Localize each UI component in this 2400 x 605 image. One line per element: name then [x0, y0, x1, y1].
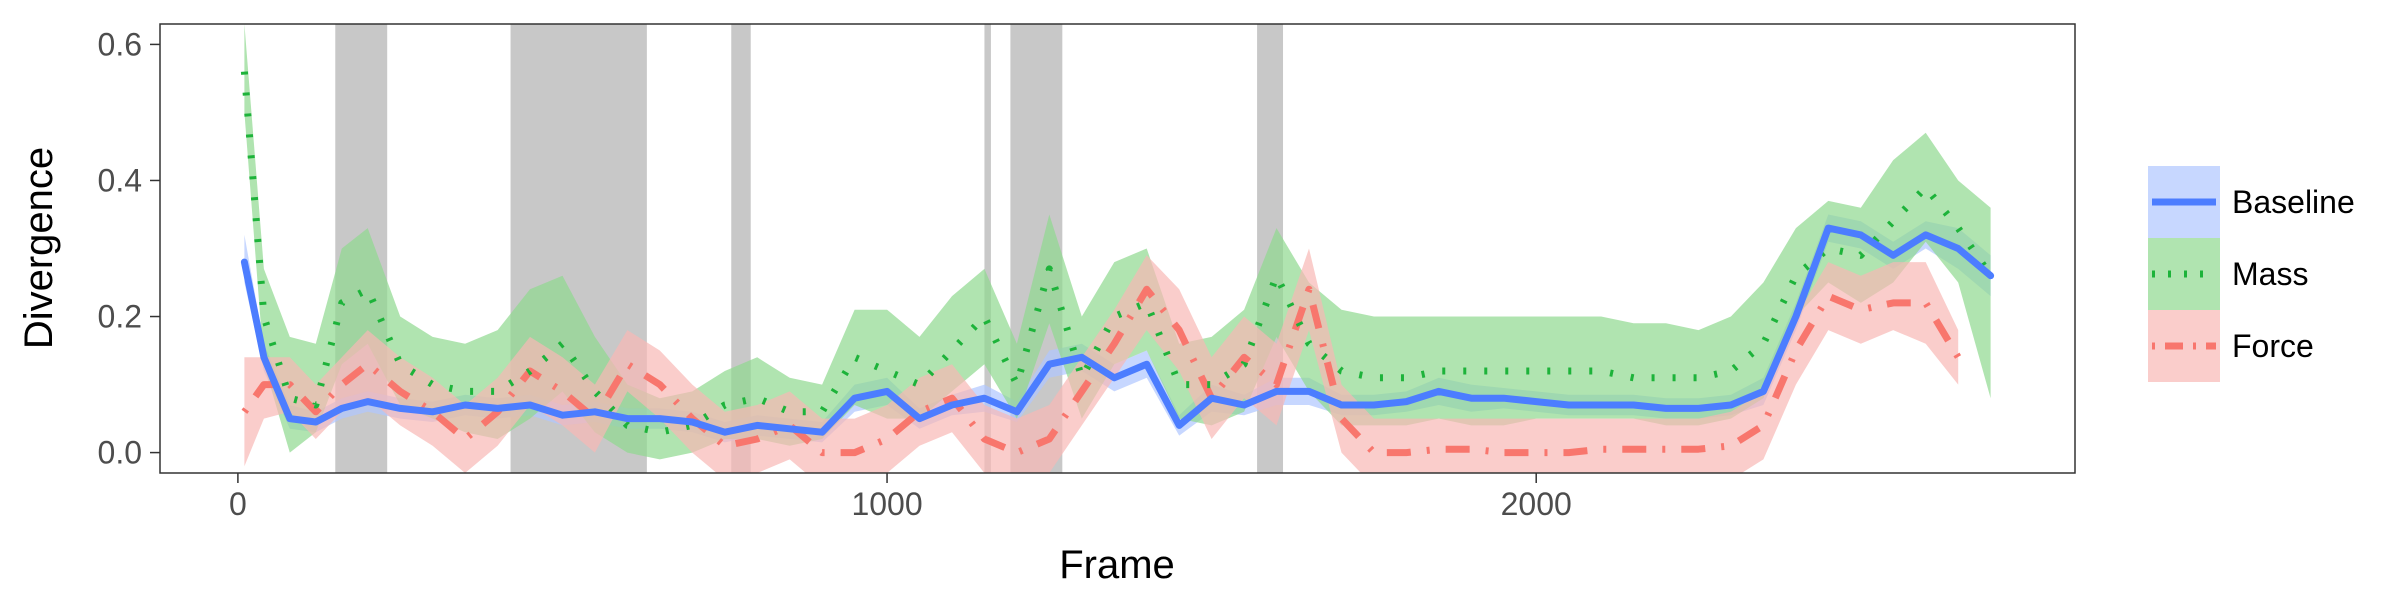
shaded-region: [731, 24, 751, 473]
legend-label-baseline: Baseline: [2232, 184, 2355, 220]
series-lines: [240, 71, 1995, 457]
y-tick-label: 0.4: [98, 162, 142, 198]
y-tick-label: 0.6: [98, 26, 142, 62]
legend: Baseline Mass Force: [2148, 166, 2355, 382]
y-axis: 0.0 0.2 0.4 0.6: [98, 26, 160, 471]
line-baseline: [240, 224, 1995, 436]
legend-label-mass: Mass: [2232, 256, 2308, 292]
shaded-region: [984, 24, 991, 473]
x-tick-label: 2000: [1501, 486, 1572, 522]
y-tick-label: 0.2: [98, 299, 142, 335]
plot-border: [159, 23, 2076, 474]
y-axis-label: Divergence: [17, 147, 61, 349]
band-mass: [244, 24, 1991, 460]
x-axis-label: Frame: [1059, 543, 1175, 587]
legend-label-force: Force: [2232, 328, 2314, 364]
x-tick-label: 0: [229, 486, 247, 522]
x-axis: 0 1000 2000: [229, 473, 1572, 522]
x-tick-label: 1000: [851, 486, 922, 522]
y-tick-label: 0.0: [98, 435, 142, 471]
